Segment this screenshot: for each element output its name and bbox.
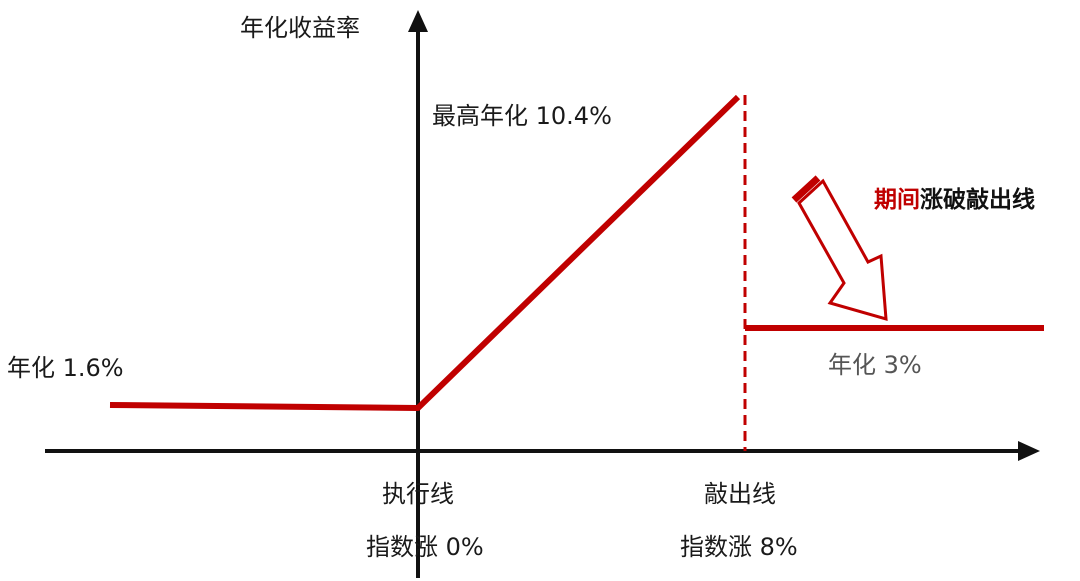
strike-line-label: 执行线: [382, 480, 454, 508]
left-annual-label: 年化 1.6%: [7, 354, 124, 382]
x-axis-arrowhead: [1018, 441, 1040, 461]
knockout-line-label: 敲出线: [704, 480, 776, 508]
y-axis-label: 年化收益率: [240, 14, 360, 42]
strike-index-label: 指数涨 0%: [366, 533, 484, 561]
callout-text: 期间涨破敲出线: [874, 186, 1035, 213]
knockout-index-label: 指数涨 8%: [680, 533, 798, 561]
payoff-lines: [109, 94, 1044, 451]
max-annual-label: 最高年化 10.4%: [432, 102, 612, 130]
callout-text-main: 涨破敲出线: [920, 186, 1035, 213]
y-axis-arrowhead: [408, 10, 428, 32]
axes: [45, 10, 1040, 578]
callout-arrow-icon: [791, 175, 888, 322]
knockout-annual-label: 年化 3%: [828, 351, 922, 379]
payoff-curve: [109, 94, 741, 411]
callout-text-accent: 期间: [874, 187, 920, 213]
